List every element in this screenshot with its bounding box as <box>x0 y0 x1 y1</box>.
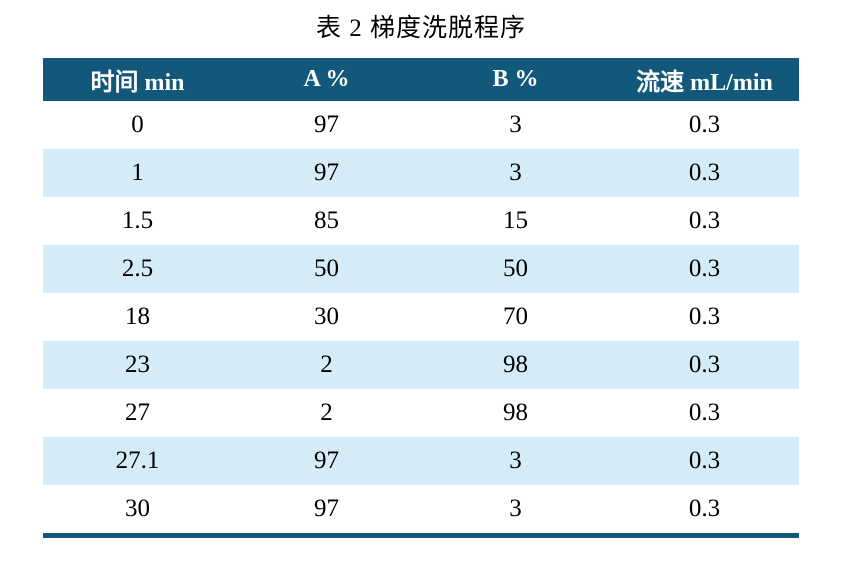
table-cell: 27 <box>43 389 232 437</box>
table-cell: 2.5 <box>43 245 232 293</box>
table-cell: 0.3 <box>610 101 799 149</box>
table-cell: 3 <box>421 149 610 197</box>
table-cell: 0.3 <box>610 341 799 389</box>
table-cell: 98 <box>421 389 610 437</box>
table-row: 1.5 85 15 0.3 <box>43 197 799 245</box>
table-cell: 50 <box>421 245 610 293</box>
table-cell: 97 <box>232 485 421 536</box>
table-cell: 0.3 <box>610 197 799 245</box>
table-cell: 0.3 <box>610 149 799 197</box>
table-cell: 2 <box>232 389 421 437</box>
header-cell-b-percent: B % <box>421 58 610 101</box>
gradient-elution-table: 时间 min A % B % 流速 mL/min 0 97 3 0.3 1 97 3 0.3 1… <box>43 58 799 538</box>
table-row: 18 30 70 0.3 <box>43 293 799 341</box>
table-cell: 30 <box>43 485 232 536</box>
table-cell: 0.3 <box>610 389 799 437</box>
table-cell: 1 <box>43 149 232 197</box>
table-cell: 0.3 <box>610 293 799 341</box>
table-cell: 0.3 <box>610 437 799 485</box>
table-row: 1 97 3 0.3 <box>43 149 799 197</box>
table-row: 30 97 3 0.3 <box>43 485 799 536</box>
table-cell: 3 <box>421 437 610 485</box>
table-body: 0 97 3 0.3 1 97 3 0.3 1.5 85 15 0.3 2.5 50 50 0.3 18 30 70… <box>43 101 799 536</box>
table-cell: 27.1 <box>43 437 232 485</box>
table-cell: 0 <box>43 101 232 149</box>
table-cell: 85 <box>232 197 421 245</box>
table-row: 2.5 50 50 0.3 <box>43 245 799 293</box>
table-row: 0 97 3 0.3 <box>43 101 799 149</box>
table-row: 27.1 97 3 0.3 <box>43 437 799 485</box>
table-cell: 18 <box>43 293 232 341</box>
table-cell: 97 <box>232 149 421 197</box>
table-cell: 3 <box>421 485 610 536</box>
header-cell-flow-rate: 流速 mL/min <box>610 58 799 101</box>
table-cell: 0.3 <box>610 485 799 536</box>
table-cell: 30 <box>232 293 421 341</box>
table-row: 23 2 98 0.3 <box>43 341 799 389</box>
table-cell: 2 <box>232 341 421 389</box>
table-cell: 15 <box>421 197 610 245</box>
header-cell-time: 时间 min <box>43 58 232 101</box>
table-cell: 70 <box>421 293 610 341</box>
table-cell: 50 <box>232 245 421 293</box>
table-title: 表 2 梯度洗脱程序 <box>315 15 526 42</box>
table-cell: 0.3 <box>610 245 799 293</box>
table-cell: 97 <box>232 101 421 149</box>
table-row: 27 2 98 0.3 <box>43 389 799 437</box>
table-cell: 1.5 <box>43 197 232 245</box>
table-cell: 97 <box>232 437 421 485</box>
header-cell-a-percent: A % <box>232 58 421 101</box>
table-cell: 23 <box>43 341 232 389</box>
table-header: 时间 min A % B % 流速 mL/min <box>43 58 799 101</box>
table-header-row: 时间 min A % B % 流速 mL/min <box>43 58 799 101</box>
table-cell: 98 <box>421 341 610 389</box>
table-cell: 3 <box>421 101 610 149</box>
